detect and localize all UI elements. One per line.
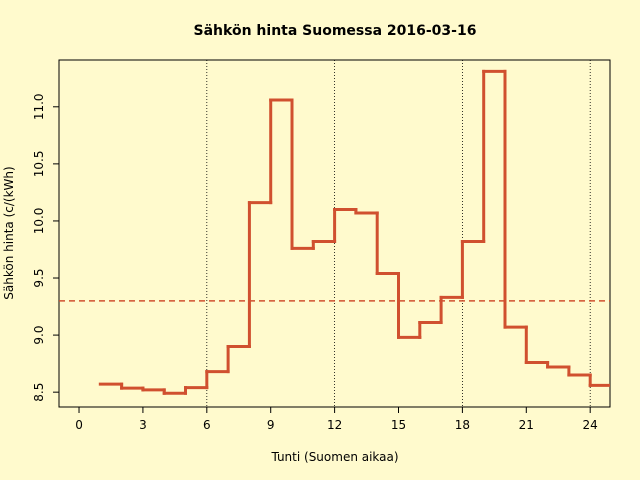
- y-tick-label: 10.5: [32, 151, 46, 178]
- x-tick-label: 3: [139, 418, 147, 432]
- plot-area: [59, 60, 610, 407]
- x-axis-label: Tunti (Suomen aikaa): [270, 450, 398, 464]
- x-tick-label: 9: [267, 418, 275, 432]
- x-tick-label: 18: [455, 418, 470, 432]
- x-tick-label: 0: [75, 418, 83, 432]
- x-tick-label: 12: [327, 418, 342, 432]
- chart-title: Sähkön hinta Suomessa 2016-03-16: [194, 23, 477, 39]
- y-tick-label: 10.0: [32, 208, 46, 235]
- y-tick-label: 8.5: [32, 383, 46, 402]
- x-tick-label: 15: [391, 418, 406, 432]
- y-tick-label: 11.0: [32, 93, 46, 120]
- x-tick-label: 6: [203, 418, 211, 432]
- x-tick-label: 21: [519, 418, 534, 432]
- y-axis-label: Sähkön hinta (c/(kWh): [2, 166, 16, 299]
- y-tick-label: 9.0: [32, 326, 46, 345]
- x-tick-label: 24: [583, 418, 598, 432]
- y-tick-label: 9.5: [32, 268, 46, 287]
